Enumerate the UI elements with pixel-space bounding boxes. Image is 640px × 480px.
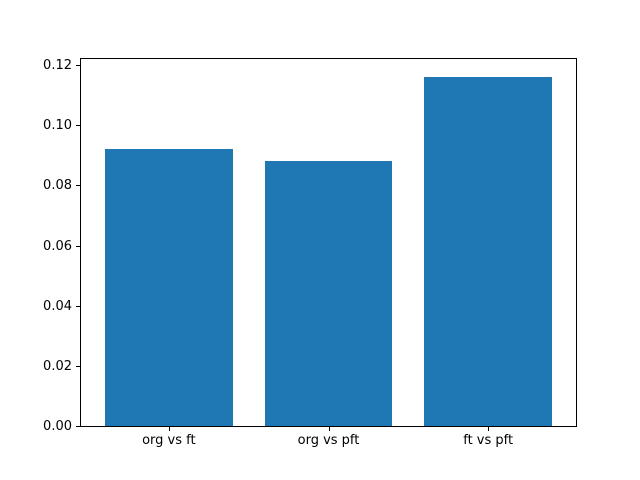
y-tick-label: 0.10 — [43, 118, 72, 134]
y-tick-mark — [76, 305, 80, 307]
x-tick-label: ft vs pft — [463, 433, 514, 448]
y-tick-label: 0.04 — [43, 298, 72, 314]
x-tick-label: org vs ft — [142, 433, 196, 448]
x-tick-mark — [168, 427, 170, 431]
y-tick-mark — [76, 426, 80, 427]
x-tick-mark — [488, 427, 490, 431]
y-tick-mark — [76, 185, 80, 187]
y-tick-label: 0.06 — [43, 238, 72, 254]
y-tick-mark — [76, 65, 80, 67]
y-tick-mark — [76, 365, 80, 367]
bar-org-vs-pft — [264, 161, 393, 426]
plot-area — [80, 58, 577, 427]
x-tick-label: org vs pft — [297, 433, 360, 448]
y-tick-label: 0.00 — [43, 419, 72, 434]
y-tick-mark — [76, 245, 80, 247]
y-tick-label: 0.12 — [43, 58, 72, 74]
bar-ft-vs-pft — [424, 77, 553, 426]
x-tick-mark — [328, 427, 330, 431]
y-tick-label: 0.08 — [43, 178, 72, 194]
bar-org-vs-ft — [104, 149, 233, 426]
y-tick-label: 0.02 — [43, 358, 72, 374]
y-tick-mark — [76, 125, 80, 127]
